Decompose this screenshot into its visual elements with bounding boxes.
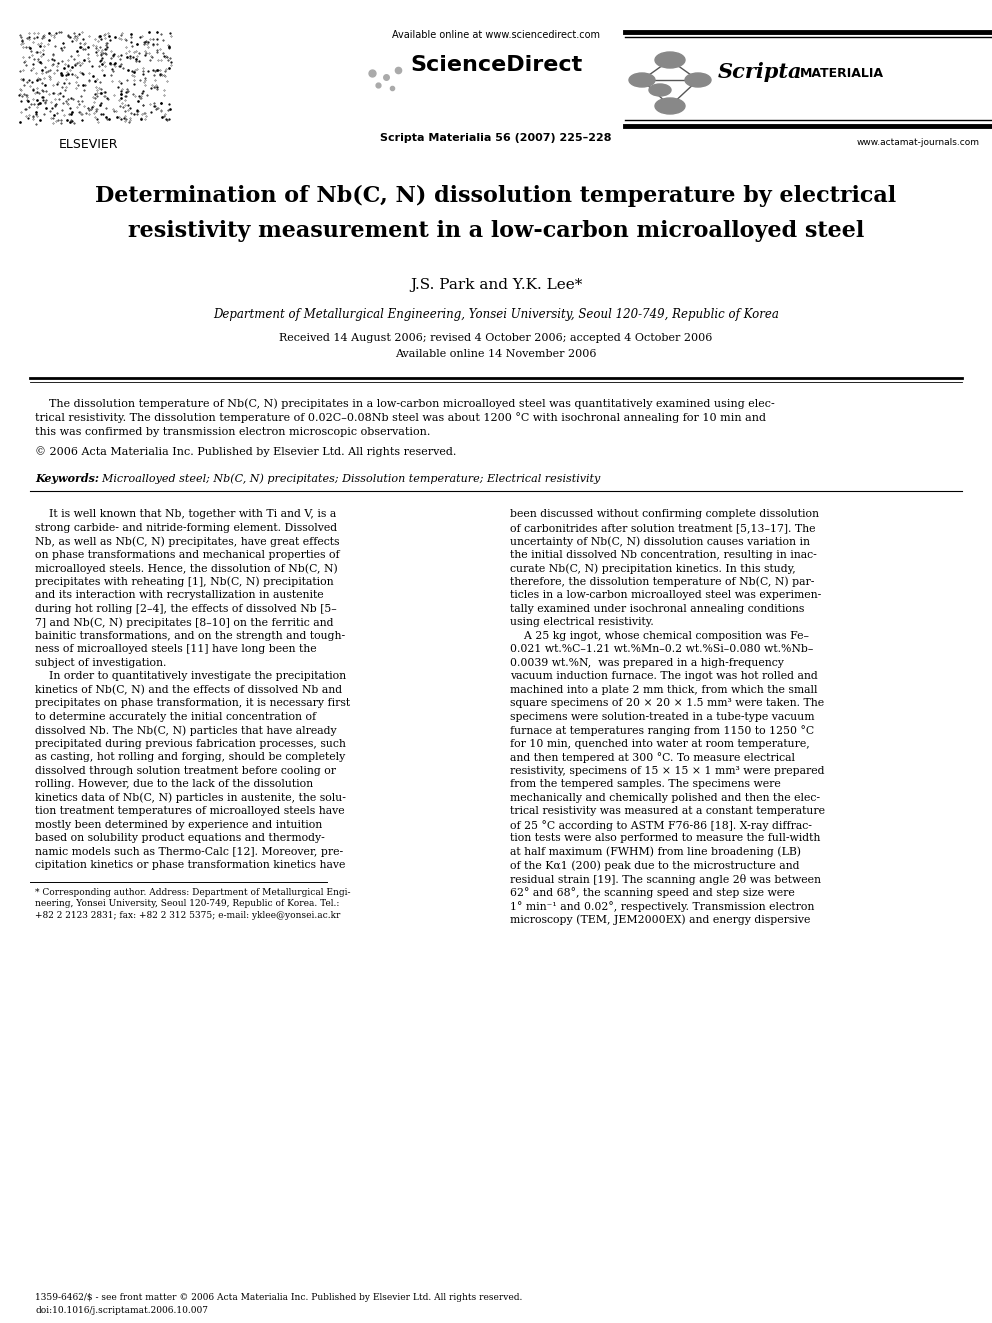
Text: and then tempered at 300 °C. To measure electrical: and then tempered at 300 °C. To measure … (510, 753, 795, 763)
Text: The dissolution temperature of Nb(C, N) precipitates in a low-carbon microalloye: The dissolution temperature of Nb(C, N) … (35, 398, 775, 409)
Text: machined into a plate 2 mm thick, from which the small: machined into a plate 2 mm thick, from w… (510, 685, 817, 695)
Text: to determine accurately the initial concentration of: to determine accurately the initial conc… (35, 712, 316, 722)
Text: 0.0039 wt.%N,  was prepared in a high-frequency: 0.0039 wt.%N, was prepared in a high-fre… (510, 658, 784, 668)
Text: neering, Yonsei University, Seoul 120-749, Republic of Korea. Tel.:: neering, Yonsei University, Seoul 120-74… (35, 900, 339, 909)
Text: and its interaction with recrystallization in austenite: and its interaction with recrystallizati… (35, 590, 323, 601)
Text: ELSEVIER: ELSEVIER (59, 138, 118, 151)
Text: therefore, the dissolution temperature of Nb(C, N) par-: therefore, the dissolution temperature o… (510, 577, 814, 587)
Text: bainitic transformations, and on the strength and tough-: bainitic transformations, and on the str… (35, 631, 345, 640)
Text: as casting, hot rolling and forging, should be completely: as casting, hot rolling and forging, sho… (35, 753, 345, 762)
Text: furnace at temperatures ranging from 1150 to 1250 °C: furnace at temperatures ranging from 115… (510, 725, 814, 737)
Text: Scripta: Scripta (718, 62, 803, 82)
Text: Nb, as well as Nb(C, N) precipitates, have great effects: Nb, as well as Nb(C, N) precipitates, ha… (35, 536, 339, 546)
Text: ScienceDirect: ScienceDirect (410, 56, 582, 75)
Text: rolling. However, due to the lack of the dissolution: rolling. However, due to the lack of the… (35, 779, 313, 790)
Bar (15, 28, 175, 128)
Ellipse shape (685, 73, 711, 87)
Text: from the tempered samples. The specimens were: from the tempered samples. The specimens… (510, 779, 781, 790)
Text: doi:10.1016/j.scriptamat.2006.10.007: doi:10.1016/j.scriptamat.2006.10.007 (35, 1306, 208, 1315)
Text: Department of Metallurgical Engineering, Yonsei University, Seoul 120-749, Repub: Department of Metallurgical Engineering,… (213, 308, 779, 321)
Text: specimens were solution-treated in a tube-type vacuum: specimens were solution-treated in a tub… (510, 712, 814, 722)
Text: 0.021 wt.%C–1.21 wt.%Mn–0.2 wt.%Si–0.080 wt.%Nb–: 0.021 wt.%C–1.21 wt.%Mn–0.2 wt.%Si–0.080… (510, 644, 813, 655)
Text: for 10 min, quenched into water at room temperature,: for 10 min, quenched into water at room … (510, 740, 809, 749)
Text: on phase transformations and mechanical properties of: on phase transformations and mechanical … (35, 550, 339, 560)
Text: square specimens of 20 × 20 × 1.5 mm³ were taken. The: square specimens of 20 × 20 × 1.5 mm³ we… (510, 699, 824, 708)
Text: the initial dissolved Nb concentration, resulting in inac-: the initial dissolved Nb concentration, … (510, 550, 816, 560)
Text: at half maximum (FWHM) from line broadening (LB): at half maximum (FWHM) from line broaden… (510, 847, 801, 857)
Text: resistivity, specimens of 15 × 15 × 1 mm³ were prepared: resistivity, specimens of 15 × 15 × 1 mm… (510, 766, 824, 775)
Text: Available online at www.sciencedirect.com: Available online at www.sciencedirect.co… (392, 30, 600, 40)
Text: mostly been determined by experience and intuition: mostly been determined by experience and… (35, 820, 322, 830)
Text: 1359-6462/$ - see front matter © 2006 Acta Materialia Inc. Published by Elsevier: 1359-6462/$ - see front matter © 2006 Ac… (35, 1293, 523, 1302)
Text: * Corresponding author. Address: Department of Metallurgical Engi-: * Corresponding author. Address: Departm… (35, 888, 350, 897)
Text: Determination of Nb(C, N) dissolution temperature by electrical: Determination of Nb(C, N) dissolution te… (95, 185, 897, 208)
Text: of the Kα1 (200) peak due to the microstructure and: of the Kα1 (200) peak due to the microst… (510, 860, 800, 871)
Text: microalloyed steels. Hence, the dissolution of Nb(C, N): microalloyed steels. Hence, the dissolut… (35, 564, 337, 574)
Text: 7] and Nb(C, N) precipitates [8–10] on the ferritic and: 7] and Nb(C, N) precipitates [8–10] on t… (35, 618, 333, 628)
Text: precipitates with reheating [1], Nb(C, N) precipitation: precipitates with reheating [1], Nb(C, N… (35, 577, 333, 587)
Text: mechanically and chemically polished and then the elec-: mechanically and chemically polished and… (510, 792, 820, 803)
Text: based on solubility product equations and thermody-: based on solubility product equations an… (35, 833, 324, 843)
Ellipse shape (655, 98, 685, 114)
Text: tally examined under isochronal annealing conditions: tally examined under isochronal annealin… (510, 603, 805, 614)
Text: precipitated during previous fabrication processes, such: precipitated during previous fabrication… (35, 740, 346, 749)
Text: 62° and 68°, the scanning speed and step size were: 62° and 68°, the scanning speed and step… (510, 888, 795, 898)
Text: of 25 °C according to ASTM F76-86 [18]. X-ray diffrac-: of 25 °C according to ASTM F76-86 [18]. … (510, 820, 811, 831)
Text: J.S. Park and Y.K. Lee*: J.S. Park and Y.K. Lee* (410, 278, 582, 292)
Text: this was confirmed by transmission electron microscopic observation.: this was confirmed by transmission elect… (35, 427, 431, 437)
Text: 1° min⁻¹ and 0.02°, respectively. Transmission electron: 1° min⁻¹ and 0.02°, respectively. Transm… (510, 901, 814, 912)
Text: Microalloyed steel; Nb(C, N) precipitates; Dissolution temperature; Electrical r: Microalloyed steel; Nb(C, N) precipitate… (95, 474, 600, 484)
Text: trical resistivity was measured at a constant temperature: trical resistivity was measured at a con… (510, 807, 825, 816)
Text: © 2006 Acta Materialia Inc. Published by Elsevier Ltd. All rights reserved.: © 2006 Acta Materialia Inc. Published by… (35, 446, 456, 456)
Text: strong carbide- and nitride-forming element. Dissolved: strong carbide- and nitride-forming elem… (35, 523, 337, 533)
Text: been discussed without confirming complete dissolution: been discussed without confirming comple… (510, 509, 819, 520)
Text: Available online 14 November 2006: Available online 14 November 2006 (395, 349, 597, 359)
Text: ticles in a low-carbon microalloyed steel was experimen-: ticles in a low-carbon microalloyed stee… (510, 590, 821, 601)
Text: Scripta Materialia 56 (2007) 225–228: Scripta Materialia 56 (2007) 225–228 (380, 134, 612, 143)
Text: microscopy (TEM, JEM2000EX) and energy dispersive: microscopy (TEM, JEM2000EX) and energy d… (510, 914, 810, 925)
Text: dissolved through solution treatment before cooling or: dissolved through solution treatment bef… (35, 766, 336, 775)
Text: namic models such as Thermo-Calc [12]. Moreover, pre-: namic models such as Thermo-Calc [12]. M… (35, 847, 343, 857)
Text: MATERIALIA: MATERIALIA (800, 67, 884, 79)
Text: Keywords:: Keywords: (35, 474, 99, 484)
Text: tion tests were also performed to measure the full-width: tion tests were also performed to measur… (510, 833, 820, 843)
Text: uncertainty of Nb(C, N) dissolution causes variation in: uncertainty of Nb(C, N) dissolution caus… (510, 536, 810, 546)
Text: tion treatment temperatures of microalloyed steels have: tion treatment temperatures of microallo… (35, 807, 344, 816)
Text: vacuum induction furnace. The ingot was hot rolled and: vacuum induction furnace. The ingot was … (510, 671, 817, 681)
Text: precipitates on phase transformation, it is necessary first: precipitates on phase transformation, it… (35, 699, 350, 708)
Ellipse shape (655, 52, 685, 67)
Ellipse shape (649, 83, 671, 97)
Text: during hot rolling [2–4], the effects of dissolved Nb [5–: during hot rolling [2–4], the effects of… (35, 603, 336, 614)
Text: Received 14 August 2006; revised 4 October 2006; accepted 4 October 2006: Received 14 August 2006; revised 4 Octob… (280, 333, 712, 343)
Ellipse shape (629, 73, 655, 87)
Text: kinetics of Nb(C, N) and the effects of dissolved Nb and: kinetics of Nb(C, N) and the effects of … (35, 685, 342, 696)
Text: www.actamat-journals.com: www.actamat-journals.com (857, 138, 980, 147)
Text: kinetics data of Nb(C, N) particles in austenite, the solu-: kinetics data of Nb(C, N) particles in a… (35, 792, 346, 803)
Text: using electrical resistivity.: using electrical resistivity. (510, 618, 654, 627)
Text: subject of investigation.: subject of investigation. (35, 658, 167, 668)
Text: of carbonitrides after solution treatment [5,13–17]. The: of carbonitrides after solution treatmen… (510, 523, 815, 533)
Text: +82 2 2123 2831; fax: +82 2 312 5375; e-mail: yklee@yonsei.ac.kr: +82 2 2123 2831; fax: +82 2 312 5375; e-… (35, 912, 340, 919)
Text: It is well known that Nb, together with Ti and V, is a: It is well known that Nb, together with … (35, 509, 336, 520)
Text: A 25 kg ingot, whose chemical composition was Fe–: A 25 kg ingot, whose chemical compositio… (510, 631, 809, 640)
Text: cipitation kinetics or phase transformation kinetics have: cipitation kinetics or phase transformat… (35, 860, 345, 871)
Text: residual strain [19]. The scanning angle 2θ was between: residual strain [19]. The scanning angle… (510, 875, 821, 885)
Text: dissolved Nb. The Nb(C, N) particles that have already: dissolved Nb. The Nb(C, N) particles tha… (35, 725, 336, 736)
Text: resistivity measurement in a low-carbon microalloyed steel: resistivity measurement in a low-carbon … (128, 220, 864, 242)
Text: ness of microalloyed steels [11] have long been the: ness of microalloyed steels [11] have lo… (35, 644, 316, 655)
Text: curate Nb(C, N) precipitation kinetics. In this study,: curate Nb(C, N) precipitation kinetics. … (510, 564, 796, 574)
Text: trical resistivity. The dissolution temperature of 0.02C–0.08Nb steel was about : trical resistivity. The dissolution temp… (35, 413, 766, 423)
Text: In order to quantitatively investigate the precipitation: In order to quantitatively investigate t… (35, 671, 346, 681)
